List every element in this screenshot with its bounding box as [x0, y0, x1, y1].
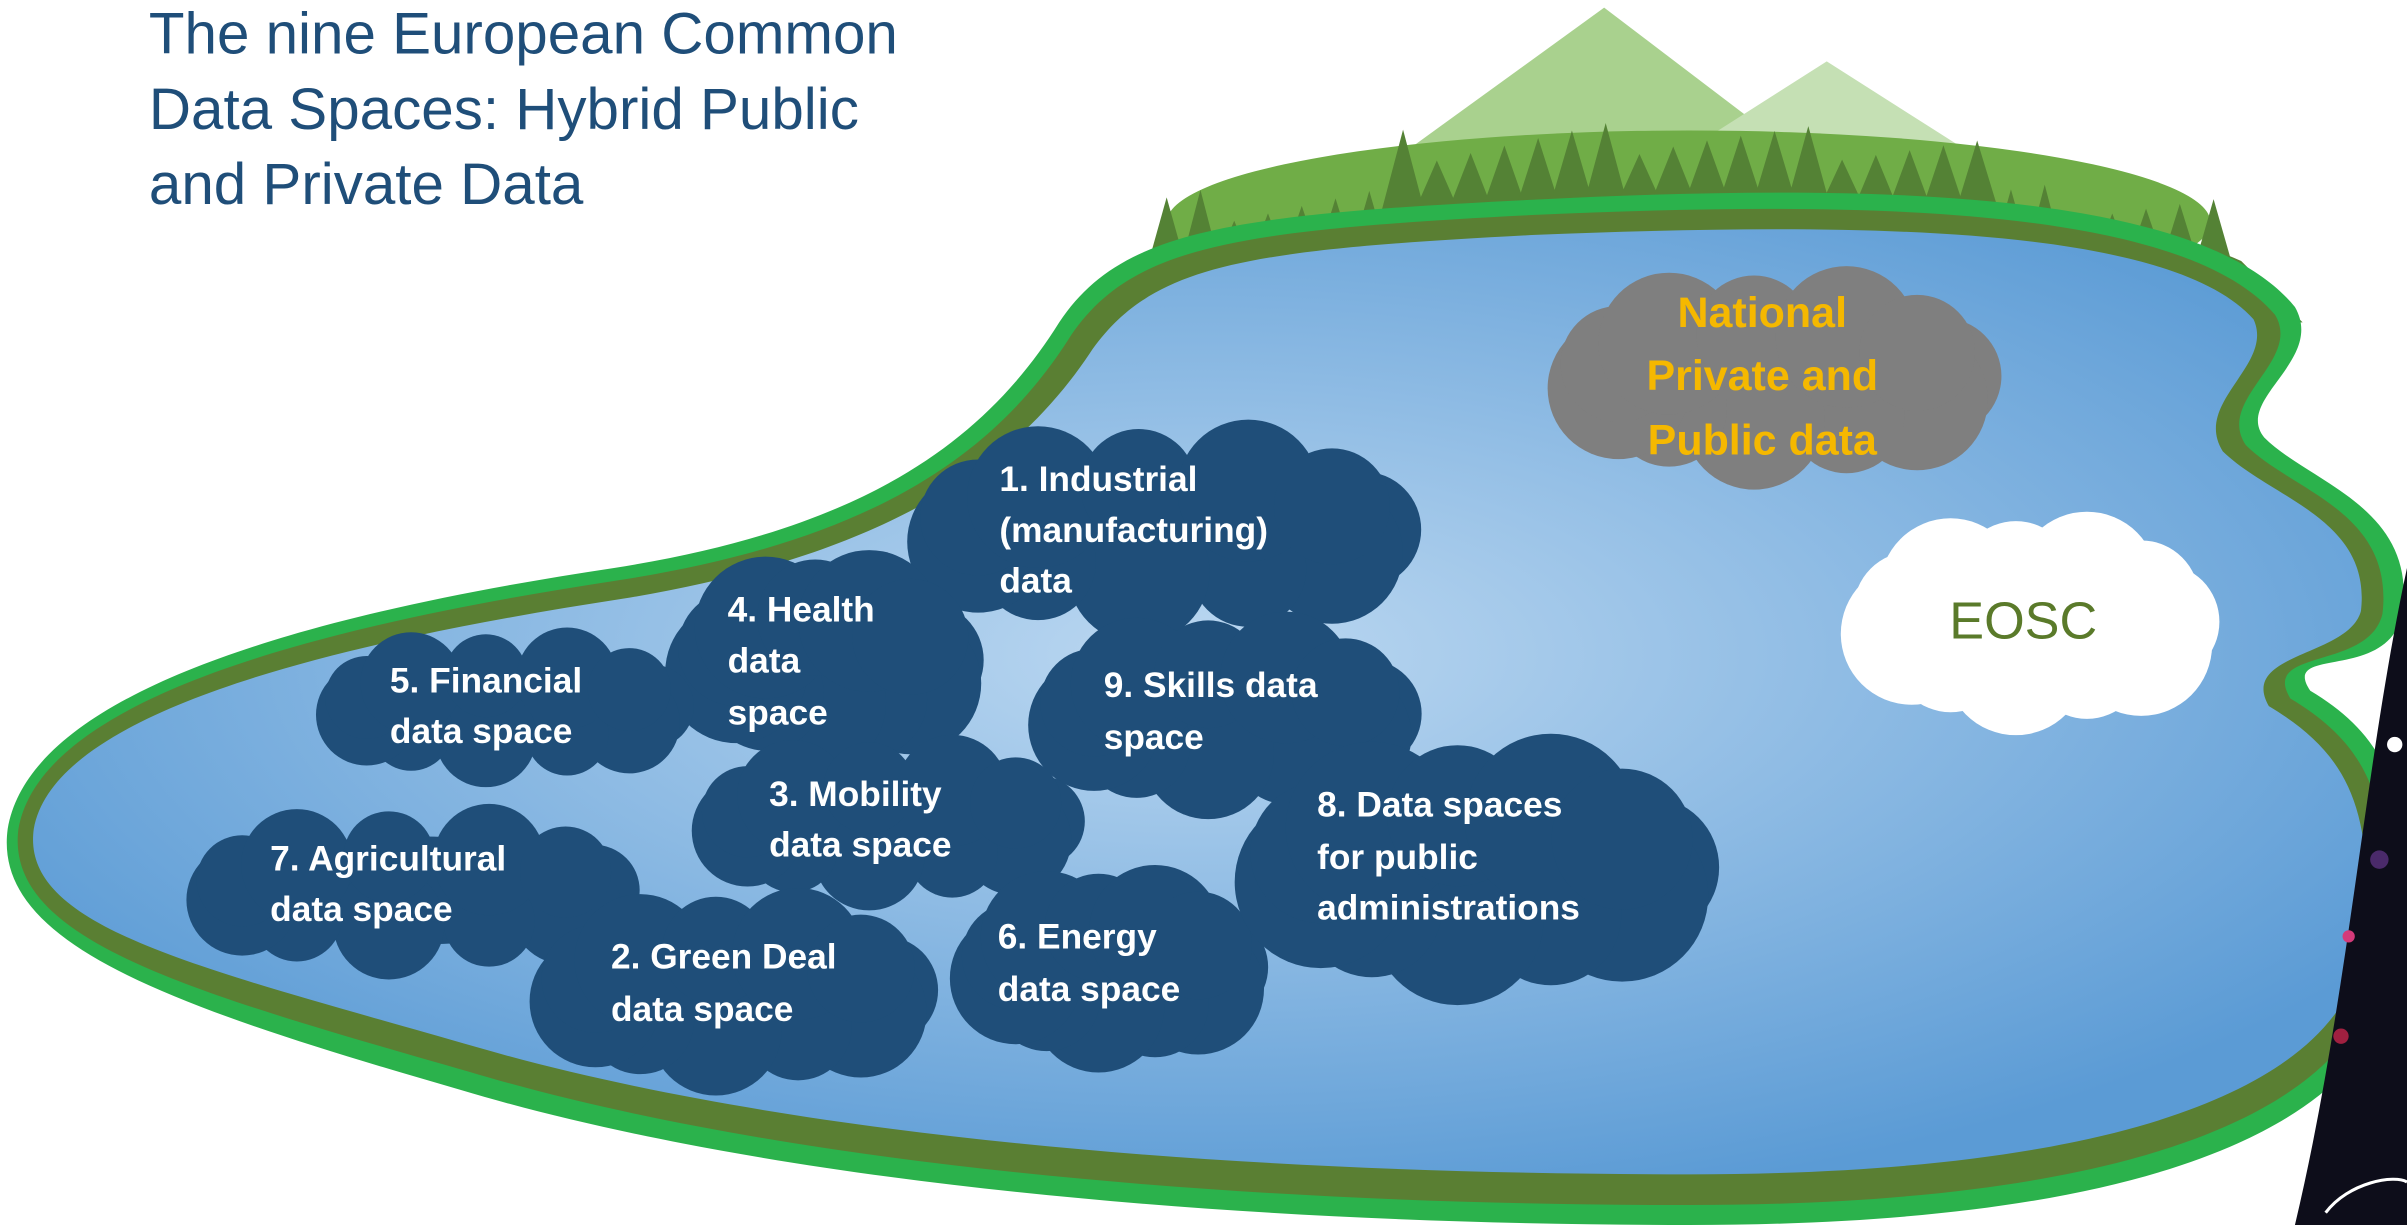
cloud-bump [2083, 540, 2199, 656]
cloud-bump [970, 757, 1061, 848]
cloud-label: data space [998, 970, 1180, 1009]
cloud-label: data [999, 562, 1072, 601]
cloud [316, 628, 694, 788]
cloud-label: 7. Agricultural [270, 839, 506, 878]
cloud-label: space [1104, 718, 1204, 757]
cloud-label: data space [390, 712, 572, 751]
title-line: The nine European Common [149, 2, 898, 67]
national-label: Public data [1648, 416, 1878, 464]
cloud-label: 3. Mobility [769, 775, 942, 814]
cloud-bump [1274, 448, 1390, 564]
cloud-label: data space [769, 826, 951, 865]
cloud-label: for public [1317, 838, 1478, 877]
national-label: Private and [1646, 352, 1878, 400]
cloud-label: 4. Health [728, 591, 875, 630]
cloud-label: data space [270, 890, 452, 929]
title: The nine European Common Data Spaces: Hyb… [149, 2, 898, 217]
cloud-label: (manufacturing) [999, 511, 1268, 550]
cloud-label: 6. Energy [998, 918, 1157, 957]
title-line: Data Spaces: Hybrid Public [149, 77, 859, 142]
cloud-label: space [728, 694, 828, 733]
cloud-label: 2. Green Deal [611, 938, 837, 977]
cloud-label: data space [611, 990, 793, 1029]
page: 1. Industrial (manufacturing) data 4. Healt… [0, 0, 2407, 1225]
cloud-label: data [728, 641, 801, 680]
cloud-bump [588, 648, 671, 731]
cloud-label: 5. Financial [390, 661, 582, 700]
diagram: 1. Industrial (manufacturing) data 4. Healt… [0, 0, 2407, 1225]
cloud-label: 8. Data spaces [1317, 786, 1562, 825]
cloud-label: 9. Skills data [1104, 666, 1318, 705]
cloud-label: administrations [1317, 889, 1580, 928]
title-line: and Private Data [149, 152, 584, 217]
eosc-label: EOSC [1949, 593, 2097, 651]
cloud-label: 1. Industrial [999, 460, 1197, 499]
cloud-bump [520, 826, 611, 917]
national-label: National [1678, 289, 1848, 337]
